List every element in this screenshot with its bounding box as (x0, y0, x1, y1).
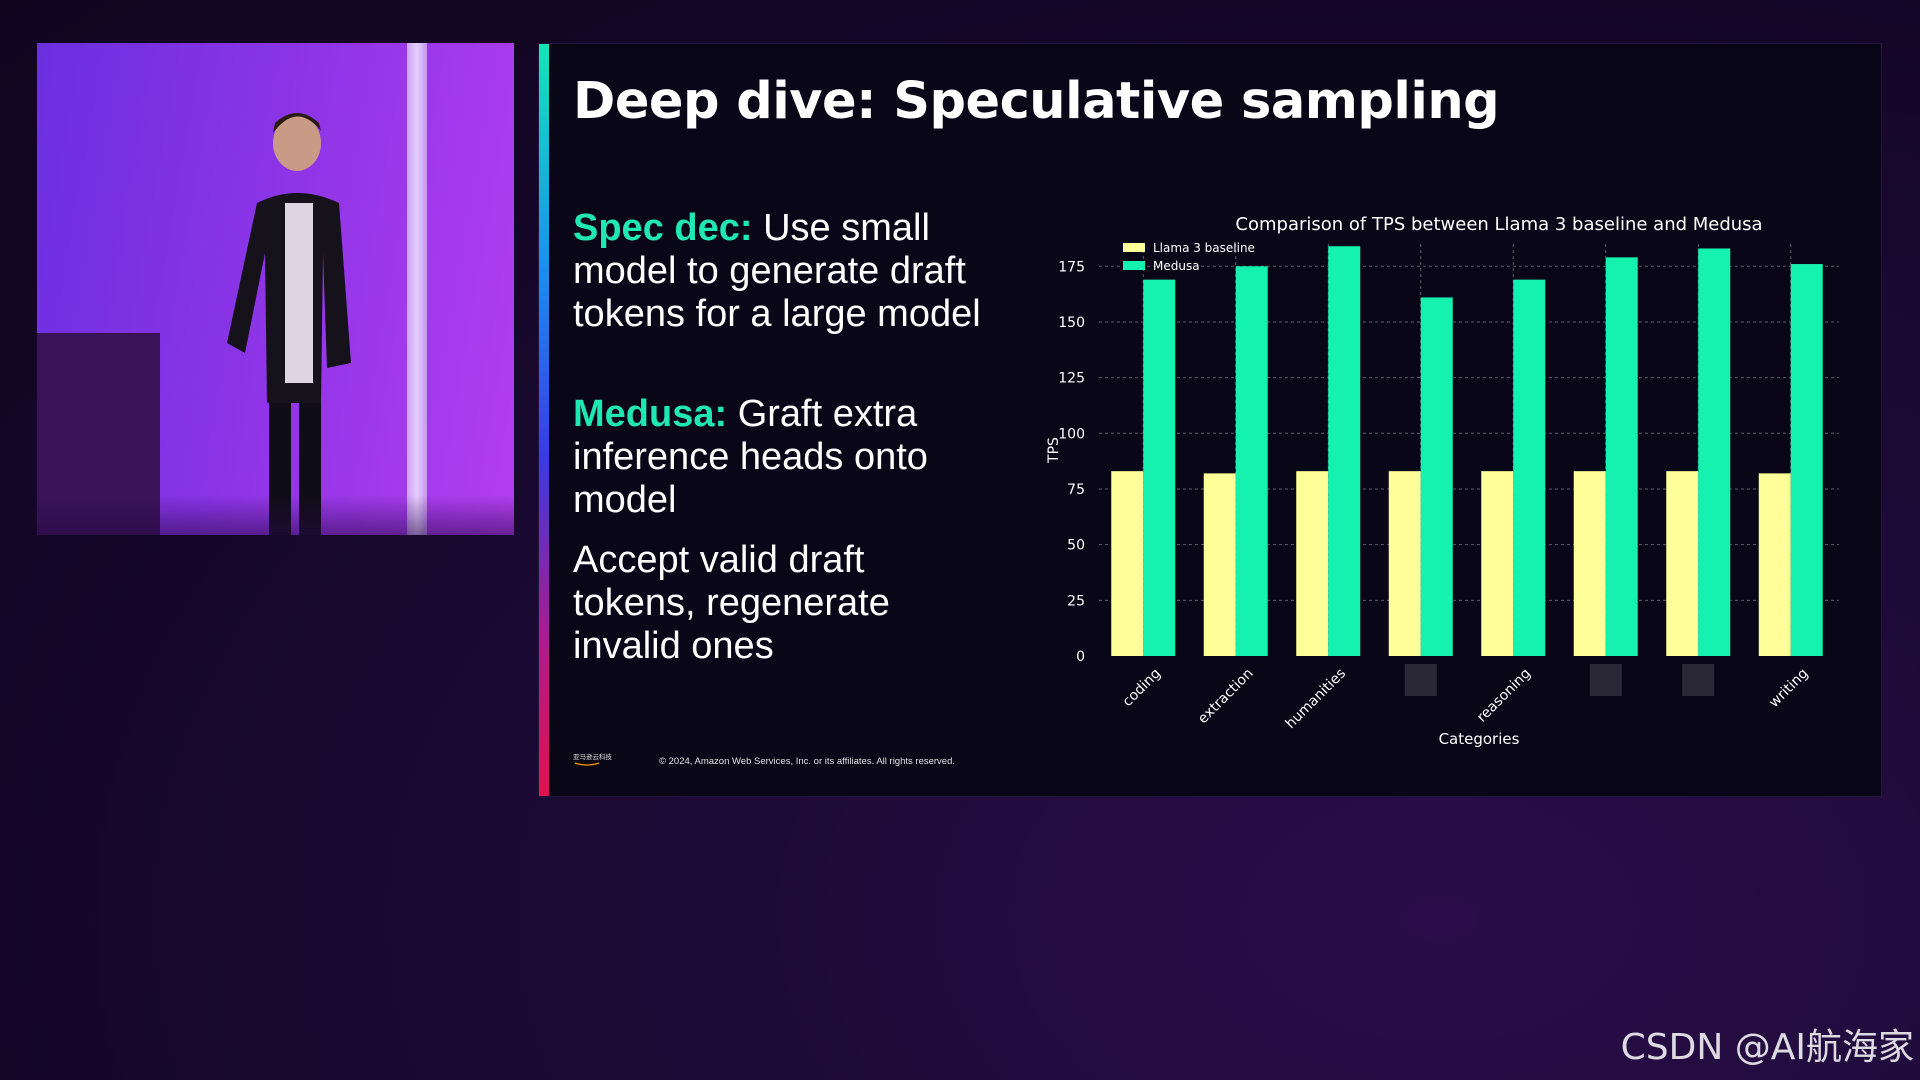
bar-medusa (1420, 297, 1453, 656)
stage-floor (37, 495, 514, 535)
bar-baseline (1666, 471, 1699, 656)
bullet-medusa: Medusa: Graft extra inference heads onto… (573, 393, 983, 522)
y-tick-label: 50 (1067, 538, 1085, 554)
bar-baseline (1296, 471, 1329, 656)
x-tick-label: reasoning (1474, 666, 1534, 726)
bar-medusa (1790, 264, 1823, 656)
tps-bar-chart: Comparison of TPS between Llama 3 baseli… (1046, 214, 1839, 748)
bar-baseline (1481, 471, 1514, 656)
y-axis-label: TPS (1046, 437, 1062, 464)
bullet-text: Use small model to generate draft tokens… (573, 207, 981, 335)
legend-label: Medusa (1153, 259, 1200, 273)
x-tick-label: humanities (1283, 666, 1349, 732)
bullet-text: Accept valid draft tokens, regenerate in… (573, 539, 890, 667)
y-tick-label: 175 (1058, 259, 1085, 275)
y-tick-label: 125 (1058, 371, 1085, 387)
bar-baseline (1758, 473, 1791, 656)
y-tick-label: 0 (1076, 649, 1085, 665)
bar-baseline (1388, 471, 1421, 656)
copyright-notice: © 2024, Amazon Web Services, Inc. or its… (659, 756, 956, 767)
bar-medusa (1328, 246, 1361, 656)
x-tick-label: writing (1766, 666, 1811, 711)
x-tick-label: coding (1120, 666, 1164, 710)
bar-baseline (1573, 471, 1606, 656)
legend-label: Llama 3 baseline (1153, 241, 1255, 255)
bar-medusa (1143, 279, 1176, 656)
x-axis-label: Categories (1439, 730, 1520, 748)
slide-accent-bar (539, 44, 549, 796)
stage-pillar (407, 43, 427, 535)
y-tick-label: 150 (1058, 315, 1085, 331)
bar-medusa (1513, 279, 1546, 656)
speaker-figure (227, 113, 351, 535)
chart-title: Comparison of TPS between Llama 3 baseli… (1235, 214, 1762, 235)
bar-medusa (1698, 248, 1731, 657)
bullet-spec-dec: Spec dec: Use small model to generate dr… (573, 207, 983, 336)
bullet-text: Graft extra inference heads onto model (573, 393, 928, 521)
bullet-keyword: Spec dec: (573, 207, 753, 249)
y-tick-label: 25 (1067, 593, 1085, 609)
legend-swatch (1123, 261, 1145, 270)
bullet-accept: Accept valid draft tokens, regenerate in… (573, 539, 983, 668)
bar-baseline (1203, 473, 1236, 656)
svg-text:亚马逊云科技: 亚马逊云科技 (573, 752, 613, 761)
slide-title: Deep dive: Speculative sampling (573, 72, 1500, 131)
bar-medusa (1605, 257, 1638, 656)
y-tick-label: 75 (1067, 482, 1085, 498)
redacted-label-box (1404, 664, 1437, 696)
legend-swatch (1123, 243, 1145, 252)
bar-baseline (1111, 471, 1144, 656)
speaker-video (37, 43, 514, 535)
aws-logo: 亚马逊云科技 (573, 752, 617, 768)
csdn-watermark: CSDN @AI航海家 (1620, 1027, 1914, 1068)
redacted-label-box (1682, 664, 1715, 696)
bar-medusa (1235, 266, 1268, 656)
bullet-keyword: Medusa: (573, 393, 728, 435)
x-tick-label: extraction (1195, 666, 1257, 728)
redacted-label-box (1589, 664, 1622, 696)
presentation-slide: Deep dive: Speculative sampling Spec dec… (538, 43, 1882, 797)
y-tick-label: 100 (1058, 426, 1085, 442)
